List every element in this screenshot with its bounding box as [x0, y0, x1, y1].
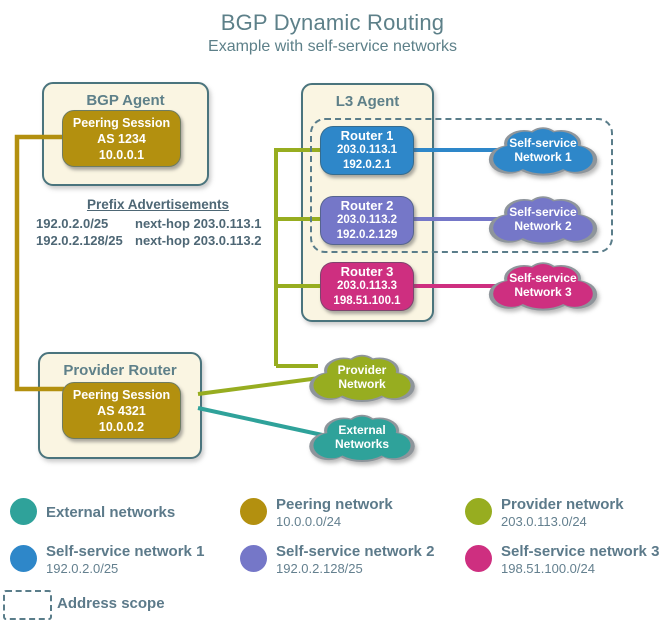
provider-network-label-line1: Provider: [337, 363, 387, 377]
legend-provider-label: Provider network: [501, 496, 624, 513]
provider-network-cloud: Provider Network: [305, 352, 419, 402]
peering-session-as4321-box: Peering Session AS 4321 10.0.0.2: [62, 382, 181, 439]
diagram-title: BGP Dynamic Routing: [220, 10, 445, 35]
router-1-ip1: 203.0.113.1: [336, 144, 398, 157]
selfservice-network-3-label-line1: Self-service: [509, 271, 577, 285]
legend-selfservice3-label: Self-service network 3: [501, 543, 660, 560]
peering-session-title: Peering Session: [72, 387, 171, 402]
selfservice-network-1-cloud: Self-service Network 1: [486, 124, 600, 176]
legend-selfservice1-swatch: [10, 545, 37, 572]
router-1-ip2: 192.0.2.1: [343, 158, 391, 171]
peering-session-ip: 10.0.0.1: [98, 147, 145, 162]
router-2-box: Router 2 203.0.113.2 192.0.2.129: [320, 196, 414, 245]
legend-external-swatch: [10, 498, 37, 525]
selfservice-network-3-label-line2: Network 3: [514, 285, 572, 299]
prefix-row-2-prefix: 192.0.2.128/25: [36, 233, 123, 248]
provider-network-links: [197, 148, 328, 396]
legend-selfservice2-value: 192.0.2.128/25: [276, 561, 363, 576]
legend-peering-value: 10.0.0.0/24: [276, 514, 342, 529]
external-networks-cloud: External Networks: [305, 412, 419, 462]
selfservice-network-1-label-line1: Self-service: [509, 136, 577, 150]
router-2-ip2: 192.0.2.129: [336, 228, 398, 241]
peering-network-link: [14, 134, 64, 392]
legend-selfservice3-value: 198.51.100.0/24: [501, 561, 595, 576]
selfservice-network-2-cloud: Self-service Network 2: [486, 193, 600, 245]
provider-router-label: Provider Router: [63, 362, 177, 379]
external-networks-label-line2: Networks: [334, 437, 390, 451]
l3-agent-label: L3 Agent: [335, 93, 400, 110]
prefix-row-1-nexthop: next-hop 203.0.113.1: [135, 216, 262, 231]
legend-selfservice2-swatch: [240, 545, 267, 572]
legend-selfservice2-label: Self-service network 2: [276, 543, 435, 560]
legend-selfservice1-label: Self-service network 1: [46, 543, 205, 560]
peering-session-as: AS 4321: [97, 403, 146, 418]
router-1-name: Router 1: [340, 127, 394, 143]
external-networks-label-line1: External: [338, 423, 386, 437]
selfservice-network-2-label-line2: Network 2: [514, 219, 572, 233]
selfservice-network-3-cloud: Self-service Network 3: [486, 259, 600, 311]
legend-external-label: External networks: [46, 504, 176, 521]
prefix-advertisements-heading: Prefix Advertisements: [86, 197, 230, 212]
legend-provider-swatch: [465, 498, 492, 525]
bgp-agent-label: BGP Agent: [86, 92, 165, 109]
address-scope-outline: [310, 118, 613, 253]
prefix-advertisements: Prefix Advertisements 192.0.2.0/25 next-…: [36, 197, 280, 248]
prefix-row-2-nexthop: next-hop 203.0.113.2: [135, 233, 262, 248]
router-1-box: Router 1 203.0.113.1 192.0.2.1: [320, 126, 414, 175]
legend-selfservice3-swatch: [465, 545, 492, 572]
router-3-name: Router 3: [340, 263, 394, 279]
external-network-link: [197, 406, 328, 438]
legend-selfservice1-value: 192.0.2.0/25: [46, 561, 119, 576]
selfservice-network-1-label-line2: Network 1: [514, 150, 572, 164]
legend-provider-value: 203.0.113.0/24: [501, 514, 587, 529]
router-3-ip2: 198.51.100.1: [333, 294, 401, 307]
provider-network-label-line2: Network: [338, 377, 386, 391]
router-2-ip1: 203.0.113.2: [336, 214, 398, 227]
peering-session-ip: 10.0.0.2: [98, 419, 145, 434]
selfservice-network-2-label-line1: Self-service: [509, 205, 577, 219]
legend-address-scope-swatch: [3, 590, 52, 620]
legend-peering-label: Peering network: [276, 496, 393, 513]
prefix-row-1-prefix: 192.0.2.0/25: [36, 216, 109, 231]
legend-address-scope-label: Address scope: [57, 595, 165, 612]
router-3-ip1: 203.0.113.3: [336, 280, 398, 293]
router-2-name: Router 2: [340, 197, 394, 213]
router-3-box: Router 3 203.0.113.3 198.51.100.1: [320, 262, 414, 311]
legend-peering-swatch: [240, 498, 267, 525]
peering-session-as1234-box: Peering Session AS 1234 10.0.0.1: [62, 110, 181, 167]
peering-session-title: Peering Session: [72, 115, 171, 130]
peering-session-as: AS 1234: [97, 131, 146, 146]
diagram-subtitle: Example with self-service networks: [208, 38, 457, 55]
